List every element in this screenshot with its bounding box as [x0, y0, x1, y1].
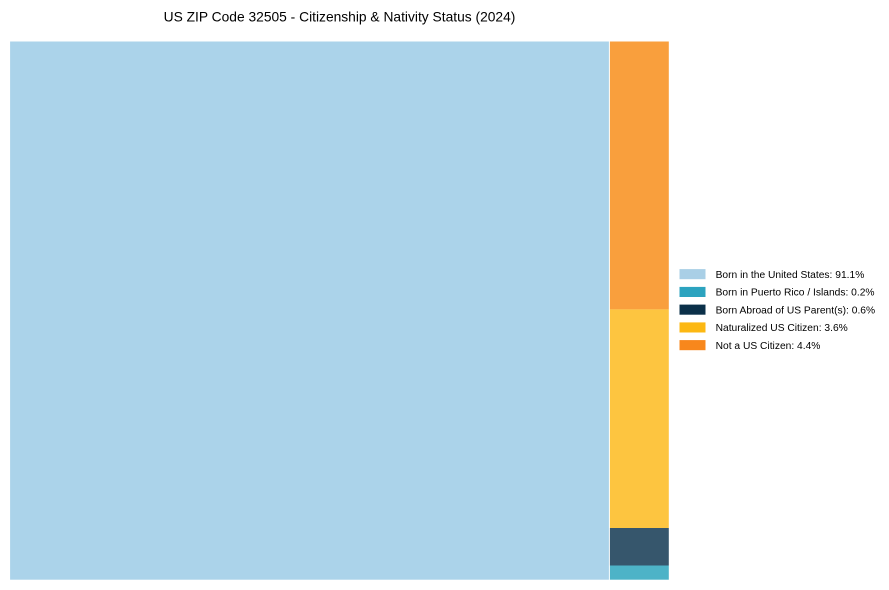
svg-text:Born in the United States: 91.: Born in the United States: 91.1%: [716, 270, 865, 281]
svg-text:US ZIP Code 32505 - Citizenshi: US ZIP Code 32505 - Citizenship & Nativi…: [164, 10, 516, 25]
svg-text:Born Abroad of US Parent(s): 0: Born Abroad of US Parent(s): 0.6%: [716, 305, 876, 316]
svg-text:Naturalized US Citizen: 3.6%: Naturalized US Citizen: 3.6%: [716, 323, 848, 334]
svg-text:Born in Puerto Rico / Islands:: Born in Puerto Rico / Islands: 0.2%: [716, 288, 875, 299]
svg-text:Not a US Citizen: 4.4%: Not a US Citizen: 4.4%: [716, 341, 821, 352]
